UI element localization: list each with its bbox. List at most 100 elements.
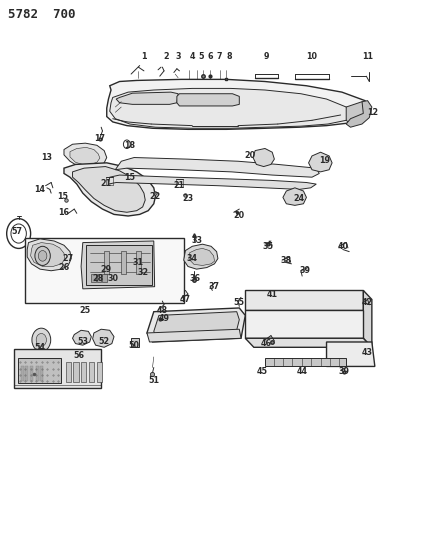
- Polygon shape: [326, 342, 375, 367]
- Text: 8: 8: [227, 52, 232, 61]
- Polygon shape: [147, 329, 241, 342]
- Polygon shape: [110, 88, 350, 128]
- Text: 55: 55: [234, 298, 245, 307]
- Bar: [131, 338, 139, 348]
- Text: 21: 21: [100, 179, 111, 188]
- Polygon shape: [147, 308, 245, 342]
- Circle shape: [35, 246, 50, 265]
- Circle shape: [32, 328, 51, 352]
- Polygon shape: [70, 148, 100, 165]
- Text: 16: 16: [58, 208, 69, 217]
- Bar: [40, 367, 43, 381]
- Text: 29: 29: [100, 265, 111, 273]
- Text: 17: 17: [94, 134, 106, 143]
- Text: 49: 49: [159, 314, 169, 323]
- Bar: [66, 362, 71, 382]
- Polygon shape: [245, 290, 363, 310]
- Bar: [86, 245, 152, 285]
- Text: 35: 35: [263, 242, 273, 251]
- Text: 14: 14: [34, 185, 45, 194]
- Circle shape: [38, 251, 47, 261]
- Polygon shape: [93, 329, 114, 348]
- Bar: [21, 367, 24, 381]
- Bar: [103, 274, 107, 282]
- Text: 4: 4: [190, 52, 195, 61]
- Text: 57: 57: [12, 228, 22, 237]
- Text: 48: 48: [157, 305, 168, 314]
- Text: 6: 6: [208, 52, 213, 61]
- Polygon shape: [27, 239, 71, 271]
- Text: 5782  700: 5782 700: [9, 7, 76, 21]
- Polygon shape: [116, 92, 178, 104]
- Text: 52: 52: [99, 337, 110, 346]
- Text: 18: 18: [124, 141, 136, 150]
- Text: 43: 43: [362, 348, 373, 357]
- Bar: [136, 251, 141, 274]
- Text: 2: 2: [164, 52, 169, 61]
- Text: 9: 9: [264, 52, 269, 61]
- Polygon shape: [245, 338, 372, 348]
- Text: 26: 26: [58, 263, 69, 272]
- Polygon shape: [64, 143, 107, 168]
- Text: 20: 20: [234, 212, 245, 221]
- Text: 41: 41: [267, 289, 278, 298]
- Polygon shape: [363, 290, 372, 348]
- Text: 12: 12: [367, 108, 378, 117]
- Text: 27: 27: [63, 254, 74, 263]
- Circle shape: [36, 334, 46, 346]
- Text: 15: 15: [57, 192, 68, 201]
- Bar: [25, 367, 28, 381]
- Bar: [73, 362, 79, 382]
- Text: 37: 37: [208, 282, 219, 291]
- Bar: [25, 238, 184, 303]
- Polygon shape: [81, 241, 154, 289]
- Text: 13: 13: [41, 153, 52, 162]
- Polygon shape: [308, 152, 332, 172]
- Bar: [82, 362, 86, 382]
- Polygon shape: [109, 175, 316, 189]
- Bar: [36, 367, 39, 381]
- Text: 44: 44: [297, 367, 308, 376]
- Bar: [30, 367, 33, 381]
- Text: 38: 38: [281, 256, 292, 264]
- Polygon shape: [107, 79, 368, 130]
- Text: 56: 56: [73, 351, 84, 360]
- Polygon shape: [64, 163, 155, 216]
- Polygon shape: [73, 330, 91, 345]
- Polygon shape: [265, 358, 346, 367]
- Text: 28: 28: [93, 273, 104, 282]
- Text: 51: 51: [148, 376, 159, 385]
- Text: 34: 34: [187, 254, 198, 263]
- Text: 46: 46: [261, 339, 272, 348]
- Polygon shape: [30, 243, 65, 266]
- Text: 24: 24: [293, 194, 305, 203]
- Text: 22: 22: [150, 192, 161, 201]
- Bar: [18, 358, 60, 383]
- Text: 15: 15: [124, 173, 135, 182]
- Bar: [104, 251, 109, 274]
- Bar: [91, 274, 96, 282]
- Text: 42: 42: [362, 298, 373, 307]
- Text: 23: 23: [182, 194, 193, 203]
- Polygon shape: [253, 149, 275, 166]
- Text: 54: 54: [35, 343, 45, 352]
- Polygon shape: [184, 244, 218, 269]
- Polygon shape: [115, 158, 319, 177]
- Text: 32: 32: [137, 269, 148, 277]
- Polygon shape: [73, 166, 145, 212]
- Text: 39: 39: [299, 266, 311, 275]
- Polygon shape: [245, 310, 363, 338]
- Text: 31: 31: [133, 258, 144, 266]
- Polygon shape: [189, 248, 214, 265]
- Text: 40: 40: [338, 242, 349, 251]
- Text: 20: 20: [244, 151, 255, 160]
- Text: 10: 10: [306, 52, 317, 61]
- Text: 33: 33: [191, 237, 202, 246]
- Polygon shape: [346, 101, 372, 127]
- Text: 1: 1: [141, 52, 147, 61]
- Text: 39: 39: [338, 367, 349, 376]
- Text: 53: 53: [77, 337, 88, 346]
- Polygon shape: [283, 188, 306, 205]
- Text: 25: 25: [80, 305, 91, 314]
- Bar: [97, 362, 102, 382]
